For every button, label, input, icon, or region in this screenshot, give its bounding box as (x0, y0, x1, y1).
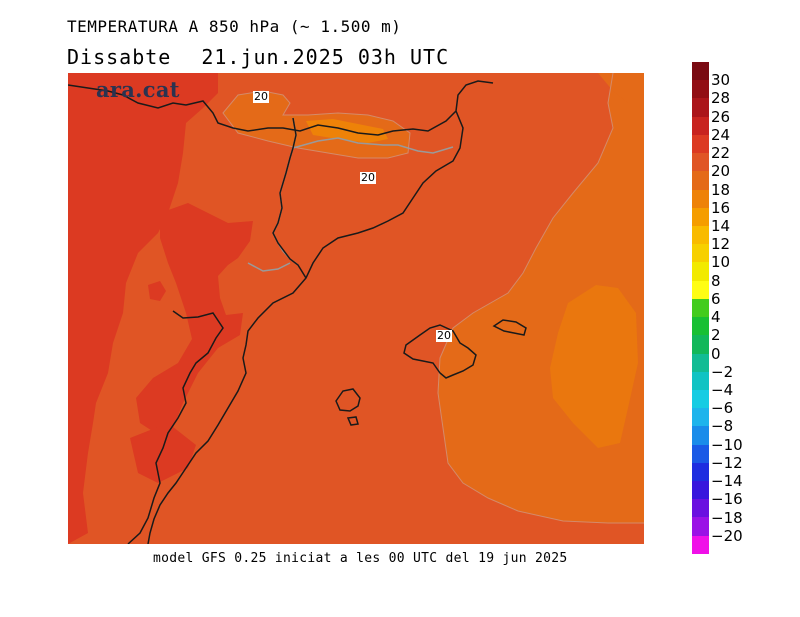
legend-tick-label: 10 (711, 253, 731, 272)
legend-swatch (692, 444, 709, 463)
legend-tick-label: 22 (711, 144, 731, 163)
field-18-20-sea-patch (550, 285, 638, 448)
coastline-ibiza (335, 388, 361, 426)
legend-swatch (692, 462, 709, 482)
legend-swatch (692, 244, 709, 263)
legend-swatch (692, 335, 709, 354)
legend-swatch (692, 171, 709, 190)
field-22-24-spot (148, 281, 166, 301)
legend-tick-label: 30 (711, 71, 731, 90)
legend-swatch (692, 225, 709, 245)
coastline-menorca (492, 319, 527, 336)
legend-swatch (692, 62, 709, 81)
subtitle-day: Dissabte (67, 45, 172, 69)
field-22-24-west (68, 73, 253, 544)
legend-tick-label: 6 (711, 289, 721, 308)
legend-tick-label: −20 (711, 526, 743, 545)
legend-tick-label: 4 (711, 308, 721, 327)
legend-swatch (692, 317, 709, 336)
chart-subtitle: Dissabte 21.jun.2025 03h UTC (67, 45, 449, 69)
field-22-24-pocket (130, 423, 196, 483)
legend-tick-label: 24 (711, 125, 731, 144)
legend-tick-label: −12 (711, 453, 743, 472)
legend-tick-label: 16 (711, 198, 731, 217)
legend-tick-label: −16 (711, 490, 743, 509)
legend-tick-label: 2 (711, 326, 721, 345)
coastline-mallorca (403, 324, 477, 379)
legend-swatch (692, 389, 709, 409)
legend-tick-label: 18 (711, 180, 731, 199)
legend-swatch (692, 80, 709, 99)
legend-swatch (692, 517, 709, 536)
legend-swatch (692, 280, 709, 299)
color-legend-ticks: 30 28 26 24 22 20 18 16 14 12 10 8 6 4 2 0 −2 −4 −6 −8 −10 −1… (711, 62, 771, 554)
legend-tick-label: −10 (711, 435, 743, 454)
legend-tick-label: −6 (711, 399, 734, 418)
legend-swatch (692, 98, 709, 117)
subtitle-date: 21.jun.2025 03h UTC (201, 45, 450, 69)
legend-swatch (692, 353, 709, 372)
temperature-map: ara.cat 20 20 20 (68, 73, 644, 544)
legend-tick-label: 26 (711, 107, 731, 126)
legend-tick-label: −18 (711, 508, 743, 527)
legend-swatch (692, 262, 709, 281)
legend-tick-label: −14 (711, 472, 743, 491)
legend-tick-label: −8 (711, 417, 734, 436)
legend-swatch (692, 371, 709, 390)
brand-logo: ara.cat (96, 77, 180, 102)
field-18-20-ne (598, 73, 644, 103)
legend-tick-label: 8 (711, 271, 721, 290)
legend-swatch (692, 153, 709, 172)
legend-tick-label: 20 (711, 162, 731, 181)
legend-swatch (692, 116, 709, 135)
chart-title: TEMPERATURA A 850 hPa (~ 1.500 m) (67, 17, 402, 36)
legend-swatch (692, 499, 709, 518)
legend-tick-label: −4 (711, 381, 734, 399)
legend-tick-label: 0 (711, 344, 721, 363)
legend-tick-label: 12 (711, 235, 731, 254)
legend-swatch (692, 207, 709, 226)
map-canvas (68, 73, 644, 544)
contour-label-north: 20 (253, 90, 269, 103)
contour-label-balearics: 20 (436, 329, 452, 342)
legend-swatch (692, 298, 709, 318)
legend-swatch (692, 134, 709, 154)
color-legend-bar (692, 62, 709, 554)
legend-swatch (692, 189, 709, 208)
isotherm-20 (222, 73, 644, 524)
legend-swatch (692, 535, 709, 554)
contour-label-east: 20 (360, 171, 376, 184)
legend-tick-label: 28 (711, 89, 731, 108)
coastline-mainland (68, 80, 494, 544)
legend-swatch (692, 408, 709, 427)
legend-swatch (692, 426, 709, 445)
legend-swatch (692, 481, 709, 500)
legend-tick-label: 14 (711, 217, 731, 235)
legend-tick-label: −2 (711, 362, 734, 381)
model-footer: model GFS 0.25 iniciat a les 00 UTC del … (153, 551, 568, 566)
